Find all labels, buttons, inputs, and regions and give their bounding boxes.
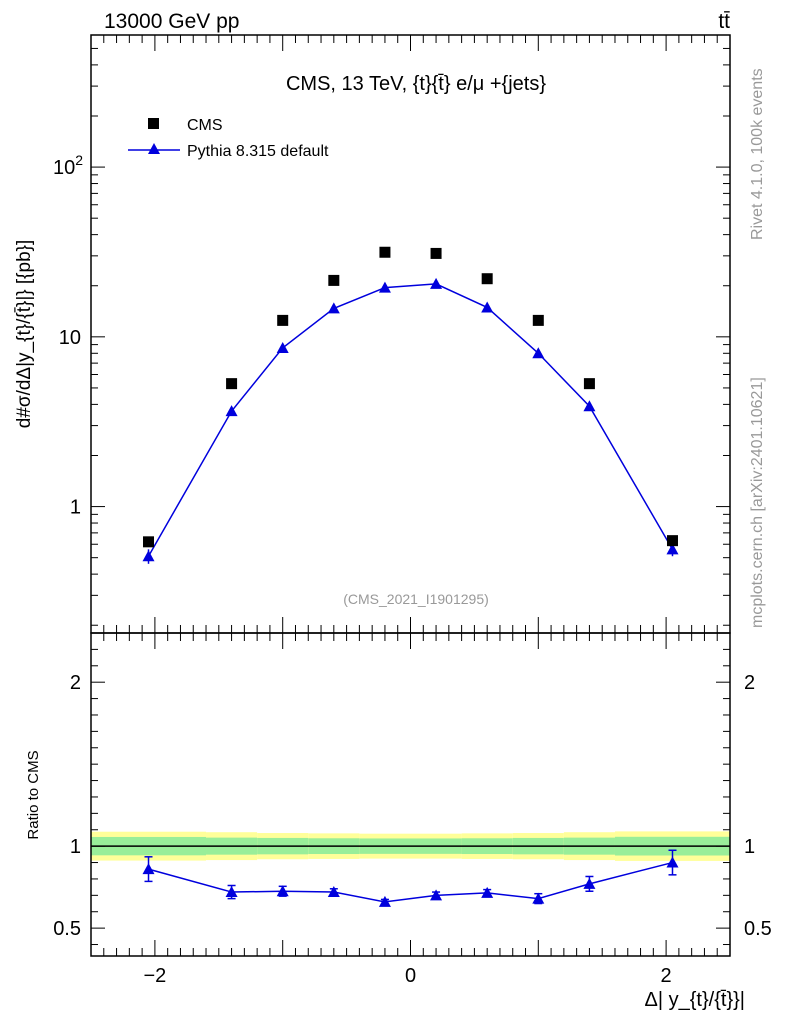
ratio-y-axis-label: Ratio to CMS: [25, 750, 42, 839]
ratio-pythia-point: [378, 895, 391, 907]
ratio-y-tick-label: 1: [70, 836, 81, 858]
legend-cms-label: CMS: [187, 117, 223, 134]
pythia-point: [142, 550, 155, 562]
x-tick-label: −2: [143, 965, 166, 987]
pythia-point: [327, 302, 340, 314]
ratio-pythia-point: [430, 889, 443, 901]
ratio-y-tick-label-right: 1: [744, 836, 755, 858]
pythia-point: [225, 405, 238, 417]
energy-label: 13000 GeV pp: [104, 10, 239, 33]
ratio-y-tick-label-right: 2: [744, 672, 755, 694]
ratio-pythia-point: [327, 886, 340, 898]
ratio-y-tick-label-right: 0.5: [744, 918, 772, 940]
cms-point: [532, 314, 544, 326]
ratio-pythia-point: [481, 886, 494, 898]
pythia-point: [430, 277, 443, 289]
main-plot-area: [142, 246, 679, 564]
cms-point: [277, 314, 289, 326]
analysis-watermark: (CMS_2021_I1901295): [343, 591, 489, 607]
ratio-plot-area: [142, 849, 679, 907]
cms-point: [328, 274, 340, 286]
pythia-point: [276, 341, 289, 353]
x-tick-label: 0: [405, 965, 416, 987]
ratio-pythia-point: [532, 892, 545, 904]
main-y-tick-label: 10: [59, 327, 81, 349]
pythia-point: [481, 301, 494, 313]
ratio-pythia-point: [142, 863, 155, 875]
process-label: tt̄: [718, 10, 730, 33]
cms-point: [379, 246, 391, 258]
ratio-frame: [90, 632, 731, 957]
ratio-pythia-line: [148, 861, 673, 903]
ratio-pythia-point: [276, 885, 289, 897]
main-axes: 1 10 102: [53, 34, 731, 633]
x-tick-label: 2: [661, 965, 672, 987]
ratio-panel: −2 0 2 0.5 0.5 1 1 2 2 Ratio to CMS Δ| y_{t}/{t̄…: [25, 632, 772, 1011]
main-y-axis-label: d#σ/dΔ|y_{t}/{t̄}|} [{pb}]: [14, 240, 35, 429]
rivet-label: Rivet 4.1.0, 100k events: [749, 68, 766, 240]
ratio-bands: [91, 831, 730, 861]
main-y-tick-label: 1: [70, 497, 81, 519]
cms-point: [226, 378, 238, 390]
legend-pythia-marker: [148, 143, 160, 154]
mcplots-label: mcplots.cern.ch [arXiv:2401.10621]: [749, 377, 766, 628]
cms-point: [143, 536, 155, 548]
pythia-point: [532, 347, 545, 359]
legend-cms-marker: [148, 118, 159, 129]
pythia-point: [378, 281, 391, 293]
cms-point: [430, 247, 442, 259]
x-axis-label: Δ| y_{t}/{t̄}}|: [645, 989, 746, 1011]
ratio-pythia-point: [225, 886, 238, 898]
legend: CMS Pythia 8.315 default: [128, 117, 329, 160]
cms-point: [666, 535, 678, 547]
main-title: CMS, 13 TeV, {t}{t̄} e/μ +{jets}: [286, 73, 546, 95]
ratio-pythia-point: [666, 856, 679, 868]
pythia-point: [666, 543, 679, 555]
pythia-line: [147, 283, 674, 557]
legend-pythia-label: Pythia 8.315 default: [187, 143, 329, 160]
ratio-y-tick-label: 2: [70, 672, 81, 694]
cms-point: [583, 378, 595, 390]
ratio-axes: −2 0 2 0.5 0.5 1 1 2 2: [53, 633, 772, 987]
ratio-y-tick-label: 0.5: [53, 918, 81, 940]
ratio-pythia-point: [583, 877, 596, 889]
cms-point: [481, 273, 493, 285]
main-y-tick-label: 102: [53, 152, 83, 179]
pythia-point: [583, 400, 596, 412]
